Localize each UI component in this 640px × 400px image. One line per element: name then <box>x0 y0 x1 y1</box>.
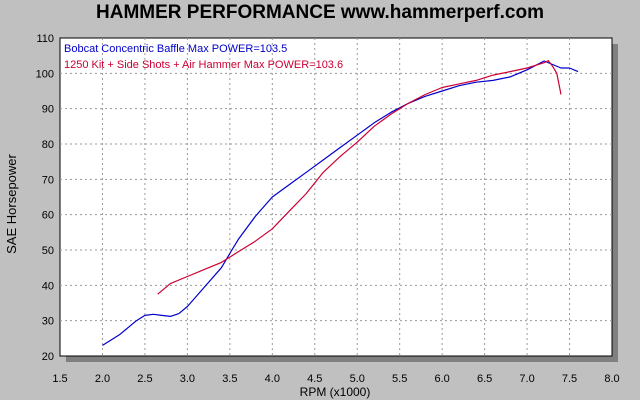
y-axis-ticks: 20 30 40 50 60 70 80 90 100 110 <box>36 33 54 363</box>
legend-entry: 1250 Kit + Side Shots + Air Hammer Max P… <box>64 59 343 71</box>
legend: Bobcat Concentric Baffle Max POWER=103.5… <box>64 43 343 71</box>
y-tick-label: 90 <box>42 104 54 116</box>
series-line <box>157 60 562 295</box>
x-tick-label: 5.0 <box>350 373 365 385</box>
x-tick-label: 2.5 <box>137 373 152 385</box>
chart-title: HAMMER PERFORMANCE www.hammerperf.com <box>96 2 544 23</box>
series-line <box>102 60 579 346</box>
plot-background <box>59 37 613 357</box>
y-tick-label: 40 <box>42 280 54 292</box>
x-tick-label: 6.5 <box>477 373 492 385</box>
y-axis-label: SAE Horsepower <box>4 153 19 253</box>
x-tick-label: 1.5 <box>52 373 67 385</box>
x-tick-label: 3.0 <box>180 373 195 385</box>
x-tick-label: 4.0 <box>265 373 280 385</box>
x-tick-label: 2.0 <box>95 373 110 385</box>
x-axis-ticks: 1.5 2.0 2.5 3.0 3.5 4.0 4.5 5.0 5.5 6.0 6.5 7.0 7.5 8… <box>52 373 619 385</box>
y-tick-label: 70 <box>42 174 54 186</box>
y-tick-label: 100 <box>36 68 54 80</box>
y-tick-label: 110 <box>36 33 54 45</box>
y-tick-label: 30 <box>42 316 54 328</box>
x-tick-label: 4.5 <box>307 373 322 385</box>
y-tick-label: 50 <box>42 245 54 257</box>
plot-area <box>59 37 613 357</box>
series-layer <box>102 60 579 346</box>
x-axis-label: RPM (x1000) <box>300 385 371 399</box>
x-tick-label: 5.5 <box>392 373 407 385</box>
x-tick-label: 7.5 <box>562 373 577 385</box>
y-tick-label: 60 <box>42 210 54 222</box>
y-tick-label: 80 <box>42 139 54 151</box>
legend-entry: Bobcat Concentric Baffle Max POWER=103.5 <box>64 43 287 55</box>
y-tick-label: 20 <box>42 351 54 363</box>
x-tick-label: 6.0 <box>435 373 450 385</box>
x-tick-label: 7.0 <box>519 373 534 385</box>
x-tick-label: 3.5 <box>222 373 237 385</box>
x-tick-label: 8.0 <box>604 373 619 385</box>
